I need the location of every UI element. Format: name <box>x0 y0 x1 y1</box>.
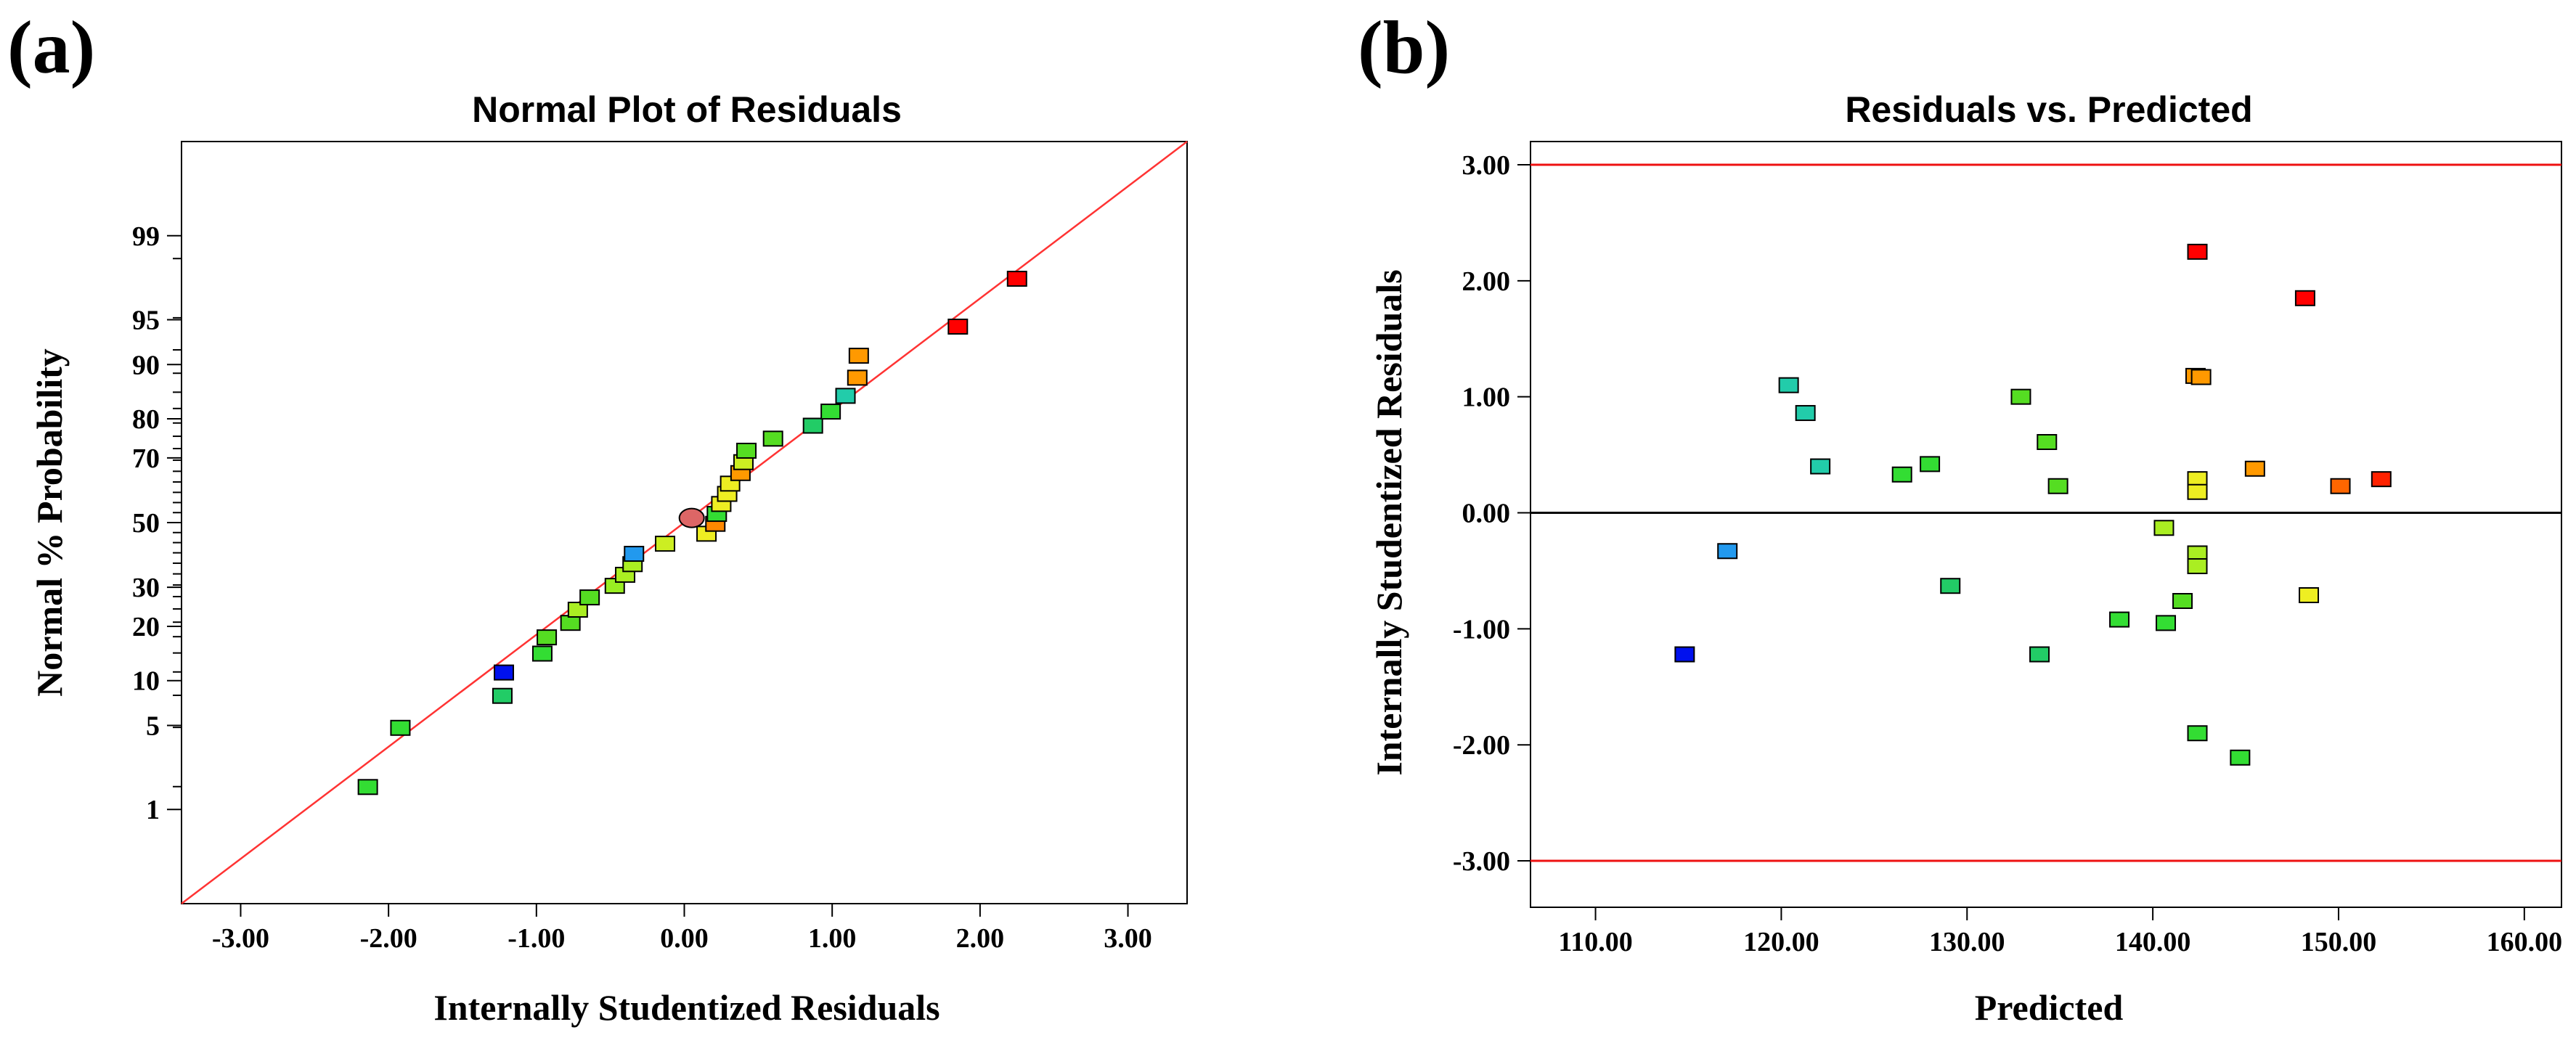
chart-b-x-tick-label: 160.00 <box>2487 927 2563 957</box>
chart-b-x-axis-label: Predicted <box>1975 987 2124 1028</box>
chart-b-y-axis-label: Internally Studentized Residuals <box>1369 269 1409 775</box>
chart-a-point <box>655 536 676 552</box>
chart-b-point <box>2172 593 2193 609</box>
chart-a-point <box>560 615 581 631</box>
chart-a-y-axis-label: Normal % Probability <box>29 348 70 697</box>
chart-b-point <box>1795 405 1816 422</box>
chart-a-y-tick-label: 30 <box>132 573 160 603</box>
chart-b-point <box>2187 483 2208 500</box>
chart-b-point <box>1891 466 1912 483</box>
chart-b-point <box>2010 388 2031 405</box>
chart-a-point <box>947 318 969 335</box>
chart-a-x-tick-label: -1.00 <box>508 923 565 954</box>
chart-a-point <box>820 404 841 420</box>
panel-a: (a) Normal Plot of Residuals 1 5 10 20 30 50 7… <box>7 6 1188 1028</box>
chart-b-point <box>2330 478 2351 494</box>
chart-b-point <box>1778 377 1799 393</box>
chart-a-point <box>492 687 513 704</box>
chart-b-x-tick-label: 120.00 <box>1743 927 1819 957</box>
chart-a-point <box>567 601 588 618</box>
chart-a-point <box>848 348 869 364</box>
chart-a-point <box>390 719 411 736</box>
chart-b-point <box>2187 558 2208 575</box>
chart-a-point <box>537 629 558 646</box>
chart-b-point <box>1674 646 1695 663</box>
chart-a-y-tick-label: 80 <box>132 404 160 435</box>
chart-b-point <box>2187 243 2208 260</box>
chart-b-point <box>1940 578 1961 594</box>
chart-b-point <box>2029 646 2050 663</box>
chart-a-title: Normal Plot of Residuals <box>472 89 902 130</box>
chart-a-point <box>357 779 378 795</box>
chart-a-y-tick-label: 10 <box>132 666 160 697</box>
chart-a-x-tick-label: -2.00 <box>360 923 417 954</box>
chart-a-y-tick-label: 95 <box>132 306 160 336</box>
chart-b-point <box>2190 369 2212 385</box>
chart-a-x-tick-label: 2.00 <box>956 923 1005 954</box>
chart-a-point <box>624 546 645 563</box>
chart-b-frame <box>1530 141 2562 908</box>
chart-a-y-tick-label: 20 <box>132 612 160 642</box>
chart-a-point <box>494 664 515 681</box>
chart-b-point <box>2047 478 2068 494</box>
chart-a-point <box>835 388 856 404</box>
chart-b-x-tick-label: 110.00 <box>1558 927 1632 957</box>
chart-b-title: Residuals vs. Predicted <box>1845 89 2252 130</box>
chart-b-point <box>2156 615 2177 631</box>
chart-b-point <box>1810 458 1831 475</box>
chart-a-x-tick-label: 3.00 <box>1104 923 1152 954</box>
chart-a-y-tick-label: 1 <box>146 795 160 825</box>
chart-b-y-tick-label: 3.00 <box>1462 150 1511 181</box>
chart-b-x-tick-label: 130.00 <box>1929 927 2005 957</box>
chart-b-point <box>2244 460 2265 477</box>
chart-b-point <box>2371 471 2392 488</box>
chart-a-plot-area: 1 5 10 20 30 50 70 80 90 95 99 -3.00 -2.00 -1.00 0.00 1… <box>132 141 1188 954</box>
chart-a-y-tick-label: 90 <box>132 350 160 380</box>
chart-a-y-tick-label: 70 <box>132 443 160 474</box>
chart-a-x-tick-label: 1.00 <box>808 923 857 954</box>
chart-a-point <box>802 417 823 434</box>
chart-b-point <box>2294 290 2315 306</box>
chart-b-y-tick-label: 2.00 <box>1462 266 1511 297</box>
chart-b-plot-area: -3.00 -2.00 -1.00 0.00 1.00 2.00 3.00 110.00 120… <box>1453 141 2563 957</box>
chart-b-y-tick-label: 0.00 <box>1462 499 1511 529</box>
chart-b-point <box>2299 587 2320 604</box>
chart-a-center-marker <box>678 507 705 528</box>
chart-a-point <box>531 645 553 662</box>
chart-a-y-tick-label: 50 <box>132 508 160 539</box>
chart-b-x-tick-label: 150.00 <box>2301 927 2377 957</box>
chart-a-minor-ticks <box>173 258 182 788</box>
chart-b-point <box>2187 725 2208 742</box>
chart-a-point <box>736 442 757 459</box>
chart-b-point <box>2230 749 2251 766</box>
chart-b-point <box>2109 611 2130 628</box>
chart-a-x-tick-label: 0.00 <box>660 923 709 954</box>
chart-b-point <box>1920 456 1941 473</box>
chart-a-y-tick-label: 5 <box>146 711 160 741</box>
chart-b-y-tick-label: 1.00 <box>1462 383 1511 413</box>
chart-b-point <box>1717 543 1738 560</box>
chart-a-point <box>847 369 868 386</box>
chart-a-point <box>1006 271 1027 287</box>
chart-b-y-tick-label: -2.00 <box>1453 730 1510 761</box>
chart-b-point <box>2153 520 2174 536</box>
chart-a-y-tick-label: 99 <box>132 221 160 252</box>
panel-b: (b) Residuals vs. Predicted -3.00 -2.00 -1… <box>1358 6 2562 1028</box>
chart-b-point <box>2037 434 2058 451</box>
chart-a-point <box>762 430 783 447</box>
chart-b-x-tick-label: 140.00 <box>2115 927 2191 957</box>
chart-b-y-tick-label: -1.00 <box>1453 614 1510 645</box>
panel-b-label: (b) <box>1358 6 1450 89</box>
chart-a-x-axis-label: Internally Studentized Residuals <box>433 987 939 1028</box>
chart-a-x-tick-label: -3.00 <box>212 923 269 954</box>
chart-b-y-tick-label: -3.00 <box>1453 846 1510 877</box>
panel-a-label: (a) <box>7 6 95 89</box>
chart-a-point <box>579 589 600 606</box>
